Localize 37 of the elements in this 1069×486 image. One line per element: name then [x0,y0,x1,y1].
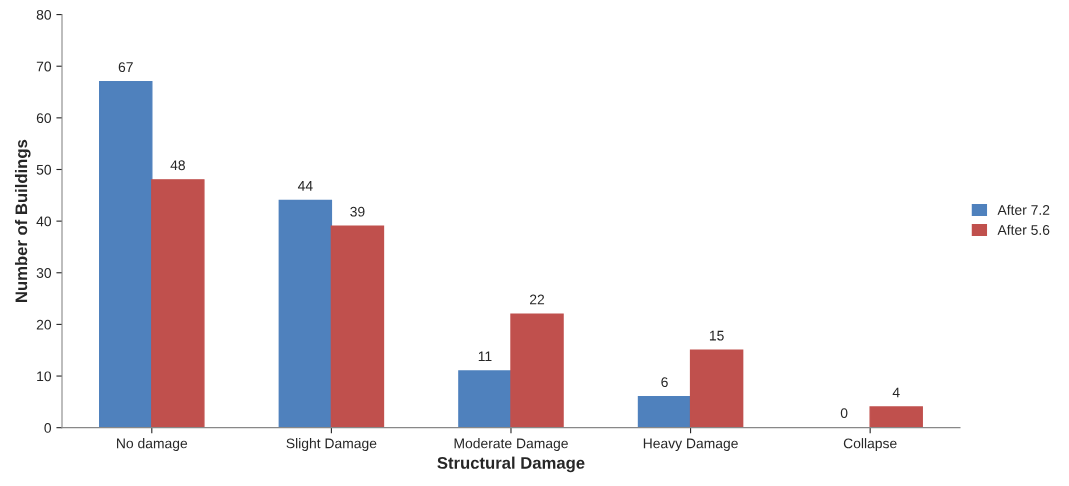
data-label: 15 [709,330,724,341]
y-tick-label: 50 [36,164,52,175]
legend-label: After 7.2 [997,204,1050,215]
bar [689,349,744,428]
data-label: 48 [170,160,185,171]
data-label: 67 [118,62,133,73]
bar [151,179,205,428]
bar [330,225,385,428]
x-tick-label: Moderate Damage [454,438,568,452]
y-axis-title: Number of Buildings [14,139,31,302]
bar [458,370,512,428]
data-label: 11 [478,351,492,362]
bar [278,199,333,428]
data-label: 4 [892,387,900,398]
x-tick-label: Heavy Damage [643,438,738,452]
bar [637,396,692,428]
data-label: 44 [297,181,313,191]
x-tick-label: Collapse [843,438,897,452]
bar [510,313,564,428]
x-tick-label: Slight Damage [286,438,377,452]
y-tick-label: 70 [36,61,52,72]
y-tick-label: 80 [36,9,52,20]
data-label: 0 [840,408,848,418]
y-tick-label: 60 [36,113,52,124]
y-tick-label: 10 [37,371,52,382]
data-label: 22 [530,294,545,305]
y-tick-label: 40 [36,216,52,227]
y-tick-label: 30 [36,268,52,278]
y-tick-label: 20 [36,319,52,330]
legend-label: After 5.6 [997,224,1050,235]
x-tick-label: No damage [117,438,188,452]
y-tick-label: 0 [44,423,52,433]
x-axis-title: Structural Damage [437,456,585,473]
bar [869,406,923,428]
bar [99,81,153,428]
data-label: 39 [350,206,365,217]
data-label: 6 [661,377,668,388]
